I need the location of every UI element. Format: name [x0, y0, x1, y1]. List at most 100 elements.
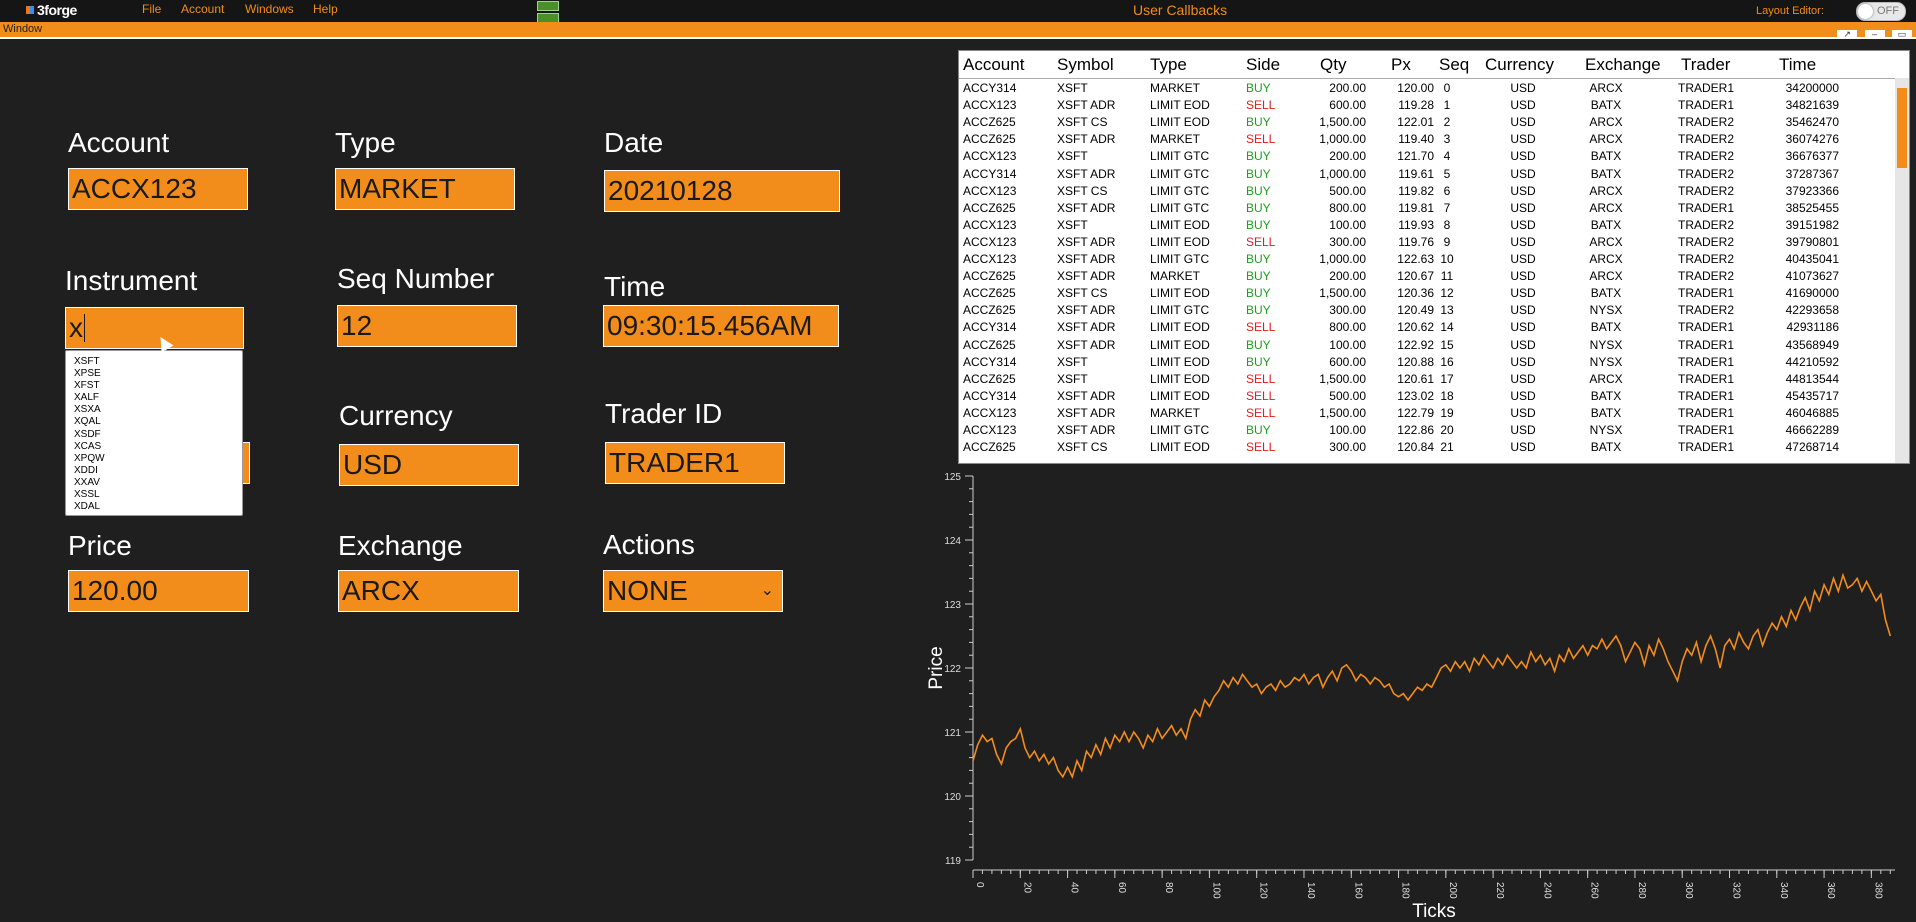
- column-header-account[interactable]: Account: [963, 55, 1025, 74]
- table-cell-seq: 20: [1440, 423, 1454, 437]
- column-header-px[interactable]: Px: [1391, 55, 1411, 74]
- table-row[interactable]: ACCZ625 XSFT ADR MARKET BUY 200.00 120.67 11 US…: [959, 268, 1893, 285]
- table-row[interactable]: ACCY314 XSFT ADR LIMIT EOD SELL 800.00 120.62…: [959, 319, 1893, 336]
- dropdown-option[interactable]: XSFT: [74, 356, 100, 367]
- date-field[interactable]: 20210128: [604, 170, 840, 212]
- price-field[interactable]: 120.00: [68, 570, 249, 612]
- column-header-symbol[interactable]: Symbol: [1057, 55, 1114, 74]
- table-cell-symbol: XSFT CS: [1057, 115, 1108, 130]
- column-header-side[interactable]: Side: [1246, 55, 1281, 74]
- dropdown-option[interactable]: XPSE: [74, 368, 101, 380]
- logo-text: 3forge: [37, 2, 77, 18]
- table-cell-currency: USD: [1510, 149, 1536, 164]
- table-row[interactable]: ACCX123 XSFT ADR LIMIT GTC BUY 1,000.00 122.6…: [959, 251, 1893, 268]
- trader-id-field[interactable]: TRADER1: [605, 442, 785, 484]
- tray-icon[interactable]: [537, 1, 559, 23]
- table-row[interactable]: ACCZ625 XSFT LIMIT EOD SELL 1,500.00 120.61 17…: [959, 371, 1893, 388]
- table-row[interactable]: ACCZ625 XSFT ADR LIMIT GTC BUY 300.00 120.49 1…: [959, 302, 1893, 319]
- table-cell-exchange: ARCX: [1589, 371, 1623, 386]
- y-tick-label: 123: [944, 600, 961, 611]
- table-cell-px: 119.61: [1398, 166, 1434, 181]
- table-cell-px: 119.93: [1398, 217, 1434, 232]
- table-row[interactable]: ACCY314 XSFT MARKET BUY 200.00 120.00 0 USD ARCX…: [959, 80, 1893, 97]
- table-row[interactable]: ACCZ625 XSFT ADR LIMIT EOD BUY 100.00 122.92 1…: [959, 337, 1893, 354]
- exchange-field[interactable]: ARCX: [338, 570, 519, 612]
- table-cell-currency: USD: [1510, 286, 1536, 301]
- table-cell-type: LIMIT EOD: [1150, 115, 1210, 130]
- table-cell-side: SELL: [1246, 440, 1276, 455]
- table-row[interactable]: ACCX123 XSFT ADR LIMIT EOD SELL 600.00 119.28…: [959, 97, 1893, 114]
- instrument-dropdown: XSFT XPSE XFST XALF XSXA XQAL XSDF XCAS …: [65, 350, 243, 516]
- maximize-icon[interactable]: ▭: [1892, 30, 1912, 39]
- table-row[interactable]: ACCY314 XSFT ADR LIMIT GTC BUY 1,000.00 119.6…: [959, 166, 1893, 183]
- pop-out-icon[interactable]: ↗: [1837, 30, 1858, 39]
- dropdown-option[interactable]: XSDF: [74, 428, 101, 440]
- table-row[interactable]: ACCZ625 XSFT CS LIMIT EOD BUY 1,500.00 122.01…: [959, 114, 1893, 131]
- menu-help[interactable]: Help: [313, 2, 338, 16]
- column-header-time[interactable]: Time: [1779, 55, 1817, 74]
- actions-select[interactable]: NONE ⌄: [603, 570, 783, 612]
- dropdown-option[interactable]: XSSL: [74, 489, 100, 501]
- table-cell-side: SELL: [1246, 388, 1276, 403]
- layout-editor-toggle[interactable]: OFF: [1856, 2, 1906, 21]
- dropdown-option[interactable]: XALF: [74, 392, 100, 404]
- account-field[interactable]: ACCX123: [68, 168, 248, 210]
- dropdown-option[interactable]: XDAL: [74, 501, 101, 513]
- table-cell-type: MARKET: [1150, 269, 1201, 284]
- instrument-field[interactable]: x: [65, 307, 244, 349]
- dropdown-option[interactable]: XXAV: [74, 476, 100, 488]
- table-cell-time: 35462470: [1785, 115, 1839, 130]
- menu-account[interactable]: Account: [181, 2, 225, 16]
- time-field[interactable]: 09:30:15.456AM: [603, 305, 839, 347]
- menu-windows[interactable]: Windows: [245, 2, 294, 16]
- column-header-currency[interactable]: Currency: [1485, 55, 1554, 74]
- table-scrollbar[interactable]: [1895, 78, 1909, 463]
- table-row[interactable]: ACCX123 XSFT LIMIT EOD BUY 100.00 119.93 8 USD B…: [959, 217, 1893, 234]
- table-cell-exchange: BATX: [1590, 217, 1622, 232]
- type-field[interactable]: MARKET: [335, 168, 515, 210]
- minimize-icon[interactable]: –: [1864, 30, 1885, 39]
- table-row[interactable]: ACCZ625 XSFT CS LIMIT EOD BUY 1,500.00 120.36…: [959, 285, 1893, 302]
- price-chart: 119 120 121 122 123 124 125 0 20 40 60 80 100 120 140 1…: [926, 472, 1895, 920]
- table-cell-exchange: NYSX: [1589, 423, 1623, 437]
- currency-label: Currency: [339, 400, 453, 431]
- table-row[interactable]: ACCX123 XSFT LIMIT GTC BUY 200.00 121.70 4 USD B…: [959, 148, 1893, 165]
- dropdown-option[interactable]: XPQW: [74, 452, 105, 464]
- column-header-type[interactable]: Type: [1150, 55, 1187, 74]
- table-row[interactable]: ACCX123 XSFT ADR MARKET SELL 1,500.00 122.79 1…: [959, 405, 1893, 422]
- column-header-qty[interactable]: Qty: [1320, 55, 1347, 74]
- table-row[interactable]: ACCY314 XSFT LIMIT EOD BUY 600.00 120.88 16 USD…: [959, 354, 1893, 371]
- table-cell-currency: USD: [1510, 234, 1536, 249]
- table-row[interactable]: ACCY314 XSFT ADR LIMIT EOD SELL 500.00 123.02…: [959, 388, 1893, 405]
- table-cell-px: 121.70: [1397, 149, 1434, 164]
- seq-number-field[interactable]: 12: [337, 305, 517, 347]
- column-header-seq[interactable]: Seq: [1439, 55, 1470, 74]
- scrollbar-thumb[interactable]: [1897, 88, 1907, 168]
- table-row[interactable]: ACCX123 XSFT ADR LIMIT EOD SELL 300.00 119.76…: [959, 234, 1893, 251]
- table-cell-trader: TRADER2: [1677, 234, 1734, 249]
- column-header-exchange[interactable]: Exchange: [1585, 55, 1661, 74]
- dropdown-option[interactable]: XCAS: [74, 440, 102, 452]
- table-cell-account: ACCY314: [963, 320, 1017, 335]
- column-header-trader[interactable]: Trader: [1681, 55, 1731, 74]
- table-cell-trader: TRADER2: [1677, 115, 1734, 130]
- dropdown-option[interactable]: XSXA: [74, 404, 101, 416]
- table-row[interactable]: ACCX123 XSFT CS LIMIT GTC BUY 500.00 119.82 6 U…: [959, 183, 1893, 200]
- table-cell-qty: 1,500.00: [1319, 286, 1366, 301]
- table-row[interactable]: ACCZ625 XSFT ADR LIMIT GTC BUY 800.00 119.81 7…: [959, 200, 1893, 217]
- dropdown-option[interactable]: XQAL: [74, 416, 101, 428]
- instrument-label: Instrument: [65, 265, 198, 296]
- dropdown-option[interactable]: XDDI: [74, 464, 98, 476]
- table-cell-side: SELL: [1246, 405, 1276, 420]
- table-row[interactable]: ACCZ625 XSFT CS LIMIT EOD SELL 300.00 120.84 2…: [959, 439, 1893, 456]
- table-row[interactable]: ACCX123 XSFT ADR LIMIT GTC BUY 100.00 122.86 2…: [959, 422, 1893, 439]
- menu-file[interactable]: File: [142, 2, 162, 16]
- table-row[interactable]: ACCZ625 XSFT ADR MARKET SELL 1,000.00 119.40 3…: [959, 131, 1893, 148]
- table-cell-type: LIMIT EOD: [1150, 440, 1210, 455]
- table-cell-trader: TRADER1: [1677, 388, 1734, 403]
- y-tick-label: 124: [944, 536, 961, 547]
- table-cell-time: 34821639: [1785, 98, 1839, 113]
- table-cell-exchange: BATX: [1590, 440, 1622, 455]
- currency-field[interactable]: USD: [339, 444, 519, 486]
- dropdown-option[interactable]: XFST: [74, 380, 100, 392]
